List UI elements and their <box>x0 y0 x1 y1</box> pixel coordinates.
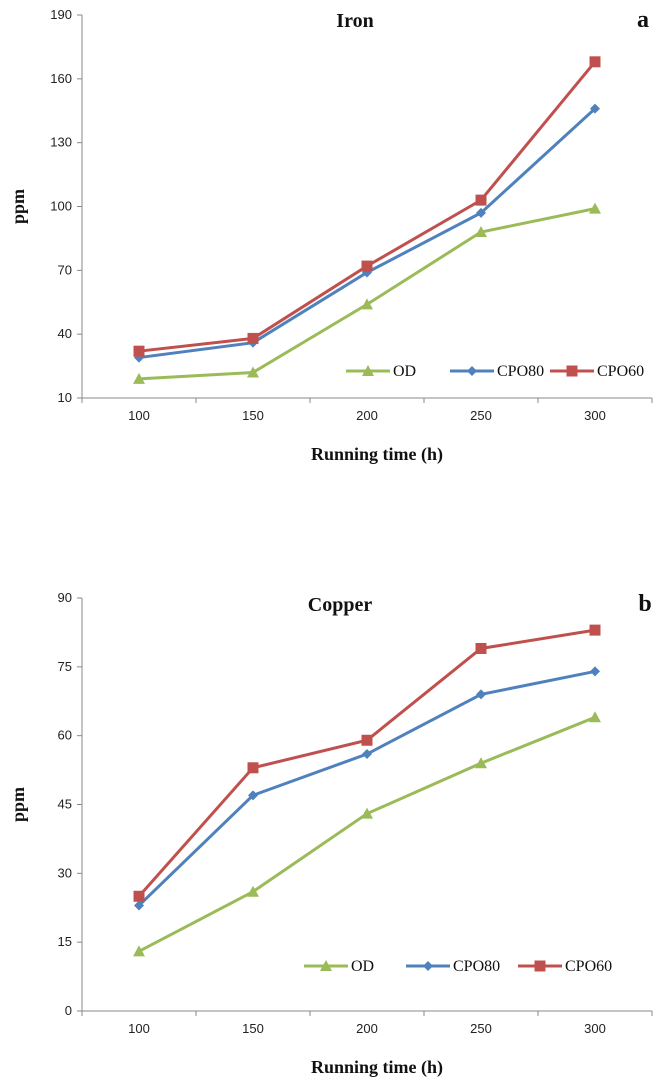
copper-x-tick-label: 150 <box>242 1021 264 1036</box>
iron-legend-cpo80: CPO80 <box>450 363 544 380</box>
iron-chart-svg: 10 40 70 100 130 160 190 100 150 200 250 300 Iron a Ru… <box>8 7 653 465</box>
iron-series-od <box>133 202 601 384</box>
copper-panel-label: b <box>638 591 651 617</box>
iron-y-tick-label: 100 <box>50 199 72 214</box>
copper-legend-label: CPO60 <box>565 958 612 975</box>
iron-legend-marker <box>362 365 374 376</box>
copper-point-cpo60 <box>247 762 259 774</box>
copper-legend-cpo80: CPO80 <box>406 958 500 975</box>
iron-y-tick-label: 70 <box>58 262 72 277</box>
copper-y-tick-label: 45 <box>58 797 72 812</box>
copper-point-cpo80 <box>476 689 486 700</box>
iron-legend-label: CPO60 <box>597 363 644 380</box>
copper-legend-label: OD <box>351 958 374 975</box>
iron-y-tick-label: 40 <box>58 326 72 341</box>
copper-legend-marker <box>423 961 433 971</box>
copper-point-cpo60 <box>361 734 373 746</box>
iron-x-tick-label: 100 <box>128 408 150 423</box>
iron-line-od <box>138 207 596 381</box>
iron-point-od <box>133 372 145 384</box>
copper-point-od <box>589 711 601 723</box>
copper-point-cpo80 <box>362 749 372 760</box>
iron-chart: 10 40 70 100 130 160 190 100 150 200 250 300 Iron a Ru… <box>0 0 666 480</box>
copper-line-cpo80 <box>137 669 596 907</box>
iron-x-tick-label: 250 <box>470 408 492 423</box>
iron-x-axis-label: Running time (h) <box>311 444 443 465</box>
iron-point-cpo60 <box>247 332 259 344</box>
iron-legend-cpo60: CPO60 <box>550 363 644 380</box>
iron-x-tick-label: 200 <box>356 408 378 423</box>
copper-point-od <box>361 807 373 819</box>
iron-point-od <box>475 226 487 238</box>
copper-y-axis-label: ppm <box>8 787 28 822</box>
copper-legend-label: CPO80 <box>453 958 500 975</box>
iron-chart-title: Iron <box>336 10 373 32</box>
copper-point-cpo60 <box>475 642 487 654</box>
copper-legend-od: OD <box>304 958 374 975</box>
iron-legend-label: OD <box>393 363 416 380</box>
copper-legend-marker <box>320 960 332 971</box>
copper-x-tick-label: 200 <box>356 1021 378 1036</box>
iron-y-tick-label: 130 <box>50 135 72 150</box>
copper-y-tick-label: 30 <box>58 865 72 880</box>
copper-series-cpo80 <box>134 666 600 911</box>
iron-panel-label: a <box>637 7 649 33</box>
iron-point-cpo80 <box>476 207 486 218</box>
copper-legend-marker <box>534 960 546 972</box>
iron-legend-marker <box>467 366 477 376</box>
iron-point-cpo80 <box>590 103 600 114</box>
copper-y-tick-label: 15 <box>58 934 72 949</box>
iron-legend-marker <box>566 365 578 377</box>
copper-y-tick-label: 75 <box>58 659 72 674</box>
iron-x-tick-label: 150 <box>242 408 264 423</box>
copper-series-od <box>133 711 601 957</box>
copper-point-od <box>133 945 145 957</box>
copper-y-tick-label: 60 <box>58 728 72 743</box>
iron-point-cpo60 <box>133 345 145 357</box>
iron-y-tick-label: 190 <box>50 7 72 22</box>
iron-point-od <box>589 202 601 214</box>
iron-y-tick-label: 160 <box>50 71 72 86</box>
copper-x-axis-label: Running time (h) <box>311 1057 443 1078</box>
iron-point-od <box>361 298 373 310</box>
copper-x-tick-label: 300 <box>584 1021 606 1036</box>
iron-legend-label: CPO80 <box>497 363 544 380</box>
iron-point-cpo60 <box>589 56 601 68</box>
copper-point-od <box>247 885 259 897</box>
copper-point-cpo80 <box>248 790 258 801</box>
iron-series-cpo60 <box>133 56 601 357</box>
copper-chart: 0 15 30 45 60 75 90 100 150 200 250 300 Copper b Runni… <box>0 580 666 1087</box>
copper-point-cpo80 <box>590 666 600 677</box>
copper-line-cpo60 <box>137 628 596 898</box>
iron-y-axis-label: ppm <box>8 189 28 224</box>
copper-chart-title: Copper <box>308 594 373 616</box>
copper-x-tick-label: 250 <box>470 1021 492 1036</box>
copper-x-tick-label: 100 <box>128 1021 150 1036</box>
iron-point-cpo60 <box>361 260 373 272</box>
copper-point-cpo60 <box>589 624 601 636</box>
copper-point-cpo80 <box>134 900 144 911</box>
iron-x-tick-label: 300 <box>584 408 606 423</box>
copper-point-cpo60 <box>133 890 145 902</box>
copper-y-tick-label: 90 <box>58 590 72 605</box>
copper-series-cpo60 <box>133 624 601 902</box>
iron-y-tick-label: 10 <box>58 390 72 405</box>
copper-y-tick-label: 0 <box>65 1003 72 1018</box>
copper-chart-svg: 0 15 30 45 60 75 90 100 150 200 250 300 Copper b Runni… <box>8 590 653 1078</box>
copper-point-od <box>475 757 487 769</box>
iron-point-od <box>247 366 259 378</box>
iron-series-cpo80 <box>134 103 600 363</box>
iron-legend-od: OD <box>346 363 416 380</box>
copper-legend-cpo60: CPO60 <box>518 958 612 975</box>
iron-point-cpo60 <box>475 194 487 206</box>
